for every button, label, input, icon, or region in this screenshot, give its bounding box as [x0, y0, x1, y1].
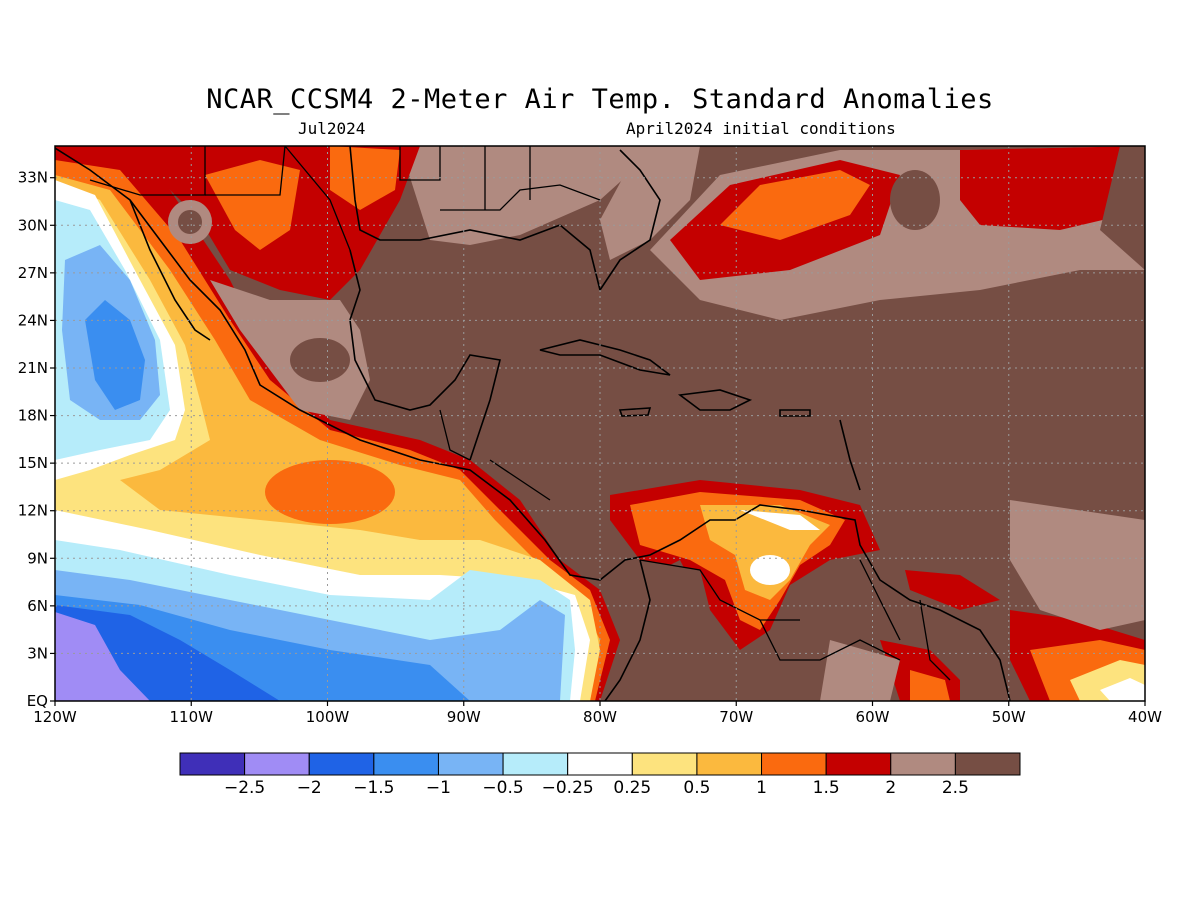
border-us-mx — [89, 146, 206, 196]
anomaly-fill-1.5-blob — [265, 460, 395, 524]
colorbar-label: 0.5 — [683, 778, 710, 798]
colorbar-label: −2 — [297, 778, 322, 798]
border-suriname — [919, 599, 951, 681]
colorbar-label: −1 — [426, 778, 451, 798]
anomaly-fill-carib-white2 — [740, 510, 820, 530]
lat-label: 9N — [27, 549, 48, 567]
colorbar-label: −1.5 — [353, 778, 394, 798]
anomaly-fill-atl-core — [890, 170, 940, 230]
anomaly-fill-usw-1.5b — [330, 146, 400, 210]
lat-label: 6N — [27, 597, 48, 615]
colorbar-label: 0.25 — [613, 778, 651, 798]
lon-label: 40W — [1128, 708, 1162, 726]
coastline-cuba — [539, 339, 671, 376]
anomaly-fill-east-2.5 — [1010, 500, 1145, 630]
anomaly-fill-usw-1.5 — [205, 160, 300, 250]
border-guyana — [859, 559, 901, 641]
lon-label: 100W — [306, 708, 350, 726]
anomaly-fill-usw-core — [178, 210, 202, 234]
lat-label: 24N — [18, 311, 48, 329]
anomaly-fill-atl-ne — [960, 146, 1145, 230]
border-colombia — [639, 559, 800, 621]
colorbar-swatch — [308, 752, 375, 776]
lat-label: 3N — [27, 644, 48, 662]
border-us-states2 — [440, 184, 601, 211]
map-title: NCAR_CCSM4 2-Meter Air Temp. Standard An… — [206, 84, 994, 115]
lon-label: 80W — [583, 708, 617, 726]
colorbar-swatch — [502, 752, 569, 776]
colorbar-swatch — [761, 752, 827, 776]
colorbar-swatch — [437, 752, 504, 776]
lon-label: 110W — [170, 708, 214, 726]
colorbar-label: −2.5 — [224, 778, 265, 798]
lon-label: 70W — [719, 708, 753, 726]
anomaly-fill-sa-core — [640, 560, 700, 680]
border-nm — [205, 146, 286, 196]
anomaly-fill-2neg — [55, 612, 150, 701]
colorbar-swatch — [696, 752, 763, 776]
init-conditions-label: April2024 initial conditions — [626, 119, 896, 138]
colorbar-swatch — [890, 752, 956, 776]
anomaly-fill-amazon-2.5 — [820, 640, 900, 701]
longitude-axis: 120W 110W 100W 90W 80W 70W 60W 50W 40W — [33, 701, 1162, 726]
colorbar-swatch — [373, 752, 439, 776]
colorbar-label: −0.25 — [542, 778, 594, 798]
anomaly-fill-ne-core — [1100, 146, 1145, 270]
coastline-sa-west — [604, 559, 651, 701]
lon-label: 90W — [447, 708, 481, 726]
border-us-states — [399, 146, 441, 181]
lon-label: 120W — [33, 708, 77, 726]
colorbar-swatch — [954, 752, 1021, 776]
colorbar-swatch — [244, 752, 310, 776]
colorbar-swatch — [179, 752, 246, 776]
lat-label: 27N — [18, 264, 48, 282]
border-honduras — [489, 459, 551, 501]
colorbar-label: 1.5 — [813, 778, 840, 798]
colorbar: −2.5 −2 −1.5 −1 −0.5 −0.25 0.25 0.5 1 1.5 2 2.5 — [179, 752, 1021, 798]
valid-month-label: Jul2024 — [298, 119, 366, 138]
coastline-puertorico — [779, 409, 811, 417]
lat-label: EQ — [27, 692, 48, 710]
anomaly-field — [55, 146, 1145, 701]
colorbar-swatch — [825, 752, 892, 776]
anomaly-fill-mex-core — [290, 338, 350, 382]
lat-label: 21N — [18, 359, 48, 377]
coastline-baja — [129, 199, 211, 341]
coastline-antilles — [839, 419, 861, 491]
lat-label: 33N — [18, 169, 48, 187]
lon-label: 60W — [856, 708, 890, 726]
latitude-axis: 33N 30N 27N 24N 21N 18N 15N 12N 9N 6N 3N EQ — [18, 169, 55, 710]
border-venezuela-brazil — [759, 619, 901, 661]
anomaly-fill-carib-white — [750, 555, 790, 585]
lon-label: 50W — [992, 708, 1026, 726]
anomaly-fill-se-white — [1100, 678, 1145, 701]
anomaly-fill-atl-1.5 — [720, 170, 870, 240]
colorbar-swatch — [631, 752, 698, 776]
colorbar-label: 1 — [756, 778, 767, 798]
border-tx — [284, 146, 351, 251]
anomaly-fill-guiana-1.5 — [910, 670, 950, 701]
anomaly-fill-1neg — [85, 300, 145, 410]
lat-label: 30N — [18, 216, 48, 234]
coastline-jamaica — [618, 407, 652, 417]
lat-label: 12N — [18, 502, 48, 520]
coastline-hispaniola — [677, 389, 753, 411]
anomaly-fill-fl-2.5 — [600, 146, 700, 260]
anomaly-fill-guiana-2 — [905, 570, 1000, 610]
colorbar-swatch — [567, 752, 633, 776]
anomaly-fill-mex-2.5 — [210, 280, 370, 420]
colorbar-label: 2 — [885, 778, 896, 798]
colorbar-label: −0.5 — [482, 778, 523, 798]
graticule — [55, 146, 1145, 701]
border-guatemala — [439, 409, 471, 461]
colorbar-label: 2.5 — [942, 778, 969, 798]
lat-label: 18N — [18, 407, 48, 425]
lat-label: 15N — [18, 454, 48, 472]
borders — [89, 146, 951, 681]
